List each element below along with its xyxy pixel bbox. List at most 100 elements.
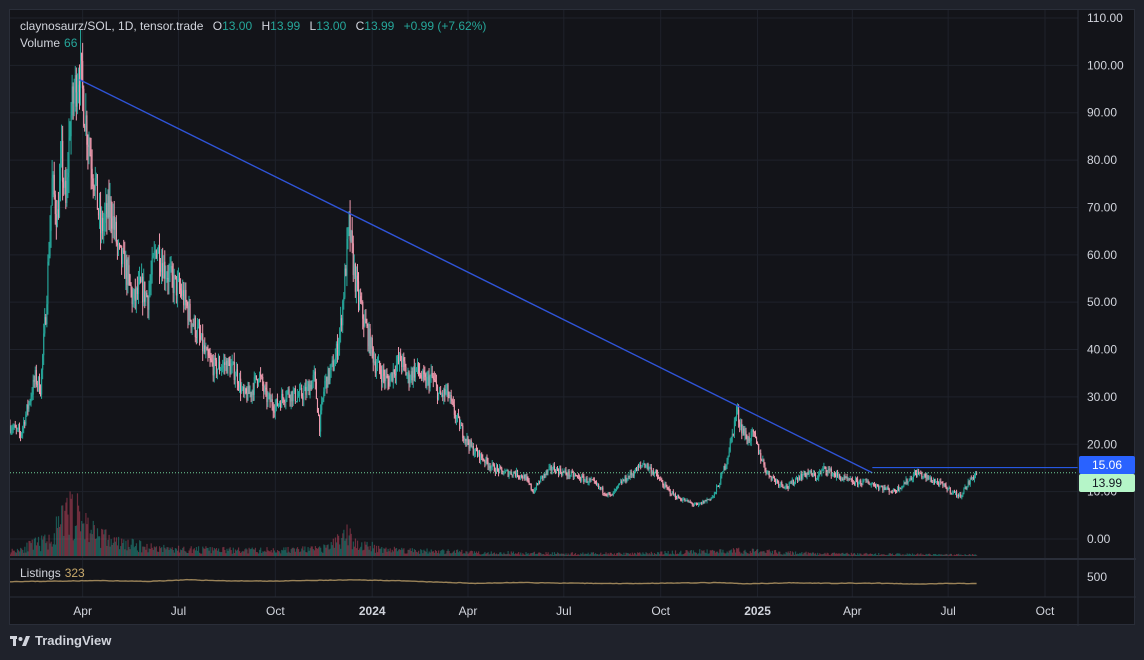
price-axis[interactable]: 0.0010.0020.0030.0040.0050.0060.0070.008… [1087,11,1124,546]
volume-bar [530,553,532,556]
volume-bar [403,548,405,556]
chart-frame[interactable]: 0.0010.0020.0030.0040.0050.0060.0070.008… [9,9,1136,626]
candle-body [564,470,566,472]
candle-body [441,394,443,396]
candle-body [442,394,444,398]
volume-bar [147,552,149,556]
volume-bar [447,549,449,556]
candle-body [172,275,174,293]
volume-bar [727,552,729,556]
candle-body [800,473,802,480]
volume-bar [469,551,471,556]
volume-bar [106,545,108,556]
price-chart[interactable]: 0.0010.0020.0030.0040.0050.0060.0070.008… [10,10,1136,626]
volume-bar [467,553,469,556]
candle-body [727,456,729,461]
volume-bar [311,546,313,556]
volume-bar [790,554,792,556]
volume-bar [728,550,730,556]
listings-label[interactable]: Listings [20,566,61,580]
candle-body [590,479,592,481]
volume-bar [572,554,575,556]
tradingview-logo[interactable]: TradingView [10,633,111,648]
candle-body [451,399,453,402]
candle-body [962,492,964,496]
candle-body [240,378,242,393]
volume-bar [598,554,600,556]
level-price-badge[interactable]: 15.06 [1079,456,1135,474]
volume-bar [655,554,658,556]
volume-bar [108,534,110,556]
symbol-title[interactable]: claynosaurz/SOL, 1D, tensor.trade [20,19,204,33]
candle-body [788,483,790,489]
volume-bar [826,552,828,556]
volume-bar [828,554,830,556]
volume-bar [385,547,387,556]
candle-body [494,471,496,473]
volume-bar [185,551,187,556]
candle-body [643,463,645,465]
candle-body [151,257,153,275]
candle-body [93,186,95,191]
volume-bar [921,554,923,556]
volume-bar [55,516,58,556]
candle-body [181,290,183,296]
volume-bar [871,553,874,556]
candle-body [209,357,211,359]
candle-body [937,480,939,483]
volume-value: 66 [64,36,78,50]
grid-lines [10,10,1078,597]
volume-bar [888,553,890,556]
candle-body [761,459,763,462]
candle-body [27,404,29,409]
candle-body [524,474,526,481]
volume-bar [916,554,918,556]
candle-body [213,358,215,376]
candle-body [292,392,294,402]
candle-body [495,466,498,473]
volume-bar [414,549,417,556]
candle-body [781,482,783,485]
candle-body [912,475,914,480]
candle-body [697,503,699,505]
volume-bar [908,553,910,556]
volume-bar [451,552,453,556]
volume-label[interactable]: Volume [20,36,61,50]
volume-bar [291,547,293,556]
volume-bar [753,551,756,556]
candle-body [467,436,469,444]
volume-bar [296,547,299,556]
volume-bar [638,552,640,556]
candle-body [913,472,916,476]
volume-bar [896,553,898,556]
candle-body [248,386,250,394]
volume-bar [580,553,582,556]
volume-bar [240,552,242,556]
volume-bar [660,551,662,556]
candle-body [306,386,308,395]
time-axis[interactable]: Apr Jul Oct 2024 Apr Jul Oct 2025 Apr Jul Oct [73,604,1055,618]
candle-body [130,285,132,290]
trendline[interactable] [79,78,873,474]
volume-bar [947,555,949,556]
candle-body [940,481,942,483]
volume-bar [583,554,585,556]
volume-bar [299,552,301,556]
candle-body [164,261,166,279]
candle-body [819,472,821,474]
candle-body [896,491,898,493]
volume-bar [937,554,939,556]
volume-bar [860,553,862,556]
candle-body [304,386,306,392]
volume-bar [57,516,60,556]
candle-body [574,475,577,477]
candle-body [473,453,475,455]
candle-body [782,484,784,487]
volume-bar [568,554,570,556]
candle-body [145,293,147,302]
candle-body [81,53,83,61]
volume-bar [197,546,200,556]
volume-bar [597,554,599,556]
candle-body [797,478,799,481]
volume-bar [400,550,402,556]
